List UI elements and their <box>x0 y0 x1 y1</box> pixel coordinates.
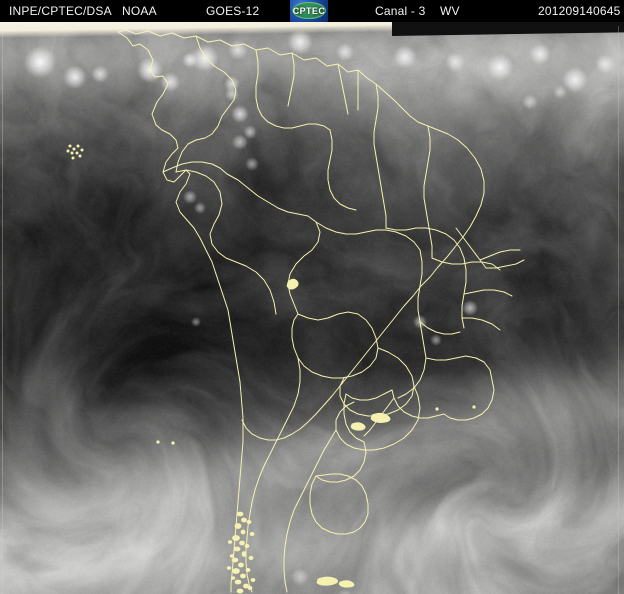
scan-left-edge-line <box>2 32 3 594</box>
header-institute-label: INPE/CPTEC/DSA <box>9 4 112 18</box>
header-timestamp-label: 201209140645 <box>538 4 621 18</box>
scan-right-edge-line <box>618 26 619 594</box>
header-satellite-label: GOES-12 <box>206 4 260 18</box>
satellite-image-area <box>0 22 624 594</box>
satellite-imagery-canvas <box>0 22 624 594</box>
cptec-logo-ring <box>292 2 326 19</box>
image-header-bar: INPE/CPTEC/DSA NOAA GOES-12 CPTEC Canal … <box>0 0 624 22</box>
header-product-label: WV <box>440 4 460 18</box>
header-agency-label: NOAA <box>122 4 157 18</box>
header-channel-label: Canal - 3 <box>375 4 426 18</box>
cptec-logo-text: CPTEC <box>292 6 326 16</box>
cptec-logo: CPTEC <box>290 0 328 22</box>
